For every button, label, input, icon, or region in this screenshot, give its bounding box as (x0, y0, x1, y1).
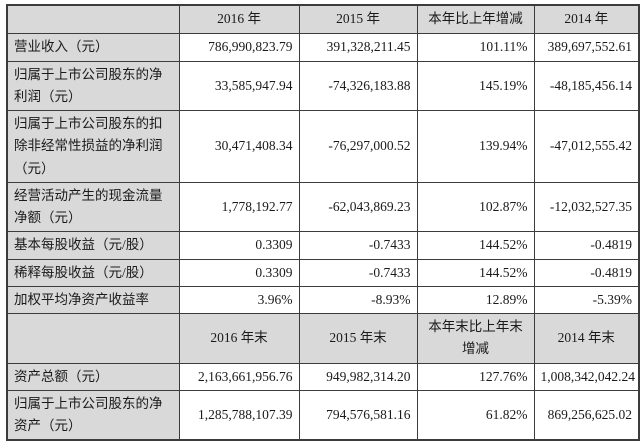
cell-value: 786,990,823.79 (178, 32, 300, 62)
cell-value: 12.89% (416, 285, 535, 315)
cell-value: 1,778,192.77 (178, 181, 300, 233)
cell-value: -0.4819 (533, 231, 640, 260)
cell-value: 127.76% (416, 362, 535, 391)
cell-value: -62,043,869.23 (298, 181, 418, 233)
section1-header-row: 2016 年 2015 年 本年比上年增减 2014 年 (6, 4, 640, 34)
table-row-operating-cash-flow: 经营活动产生的现金流量净额（元） 1,778,192.77 -62,043,86… (6, 181, 640, 233)
cell-value: -12,032,527.35 (533, 181, 640, 233)
column-header-yoy-change: 本年比上年增减 (416, 4, 535, 34)
cell-value: 33,585,947.94 (178, 60, 300, 112)
cell-value: -5.39% (533, 285, 640, 315)
cell-value: 949,982,314.20 (298, 362, 418, 391)
row-label: 归属于上市公司股东的净利润（元） (6, 60, 180, 112)
cell-value: 144.52% (416, 231, 535, 260)
cell-value: -76,297,000.52 (298, 110, 418, 183)
table-row-total-assets: 资产总额（元） 2,163,661,956.76 949,982,314.20 … (6, 362, 640, 391)
financial-summary-table: 2016 年 2015 年 本年比上年增减 2014 年 营业收入（元） 786… (6, 4, 640, 441)
cell-value: 101.11% (416, 32, 535, 62)
financial-summary-table-container: 2016 年 2015 年 本年比上年增减 2014 年 营业收入（元） 786… (6, 4, 640, 441)
section2-header-row: 2016 年末 2015 年末 本年末比上年末增减 2014 年末 (6, 313, 640, 364)
row-label: 基本每股收益（元/股） (6, 231, 180, 260)
cell-value: 30,471,408.34 (178, 110, 300, 183)
cell-value: 389,697,552.61 (533, 32, 640, 62)
table-row-revenue: 营业收入（元） 786,990,823.79 391,328,211.45 10… (6, 32, 640, 62)
cell-value: 139.94% (416, 110, 535, 183)
cell-value: 0.3309 (178, 258, 300, 287)
cell-value: -0.7433 (298, 258, 418, 287)
column-header-2015: 2015 年 (298, 4, 418, 34)
cell-value: -74,326,183.88 (298, 60, 418, 112)
cell-value: 391,328,211.45 (298, 32, 418, 62)
column-header-2014-yearend: 2014 年末 (533, 313, 640, 364)
row-label: 资产总额（元） (6, 362, 180, 391)
table-row-weighted-avg-roe: 加权平均净资产收益率 3.96% -8.93% 12.89% -5.39% (6, 285, 640, 315)
row-label: 归属于上市公司股东的净资产（元） (6, 389, 180, 441)
cell-value: 61.82% (416, 389, 535, 441)
column-header-2015-yearend: 2015 年末 (298, 313, 418, 364)
cell-value: 3.96% (178, 285, 300, 315)
cell-value: 2,163,661,956.76 (178, 362, 300, 391)
cell-value: 1,285,788,107.39 (178, 389, 300, 441)
cell-value: 144.52% (416, 258, 535, 287)
column-header-yearend-change: 本年末比上年末增减 (416, 313, 535, 364)
table-row-diluted-eps: 稀释每股收益（元/股） 0.3309 -0.7433 144.52% -0.48… (6, 258, 640, 287)
cell-value: 794,576,581.16 (298, 389, 418, 441)
cell-value: -8.93% (298, 285, 418, 315)
row-label: 稀释每股收益（元/股） (6, 258, 180, 287)
cell-value: -0.7433 (298, 231, 418, 260)
cell-value: -0.4819 (533, 258, 640, 287)
corner-blank-cell (6, 4, 180, 34)
table-row-net-profit-excl-nonrecurring: 归属于上市公司股东的扣除非经常性损益的净利润（元） 30,471,408.34 … (6, 110, 640, 183)
row-label: 加权平均净资产收益率 (6, 285, 180, 315)
column-header-2016: 2016 年 (178, 4, 300, 34)
table-row-net-profit: 归属于上市公司股东的净利润（元） 33,585,947.94 -74,326,1… (6, 60, 640, 112)
cell-value: 0.3309 (178, 231, 300, 260)
row-label: 归属于上市公司股东的扣除非经常性损益的净利润（元） (6, 110, 180, 183)
cell-value: 1,008,342,042.24 (533, 362, 640, 391)
column-header-2014: 2014 年 (533, 4, 640, 34)
cell-value: -47,012,555.42 (533, 110, 640, 183)
cell-value: 102.87% (416, 181, 535, 233)
table-row-basic-eps: 基本每股收益（元/股） 0.3309 -0.7433 144.52% -0.48… (6, 231, 640, 260)
cell-value: -48,185,456.14 (533, 60, 640, 112)
column-header-2016-yearend: 2016 年末 (178, 313, 300, 364)
row-label: 营业收入（元） (6, 32, 180, 62)
row-label: 经营活动产生的现金流量净额（元） (6, 181, 180, 233)
table-row-net-assets: 归属于上市公司股东的净资产（元） 1,285,788,107.39 794,57… (6, 389, 640, 441)
cell-value: 145.19% (416, 60, 535, 112)
corner-blank-cell (6, 313, 180, 364)
cell-value: 869,256,625.02 (533, 389, 640, 441)
